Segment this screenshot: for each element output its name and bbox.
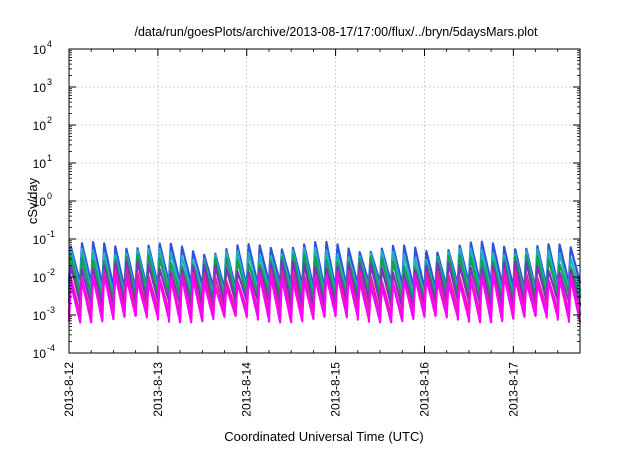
x-tick-label: 2013-8-16 [417,362,431,417]
y-tick-label-base: 10 [33,81,47,95]
y-tick-label-base: 10 [33,195,47,209]
x-tick-label: 2013-8-13 [151,362,165,417]
x-tick-label: 2013-8-14 [240,362,254,417]
y-tick-label-exponent: -4 [47,343,55,353]
ticks [68,48,580,354]
x-tick-label: 2013-8-17 [506,362,520,417]
y-tick-label-base: 10 [33,309,47,323]
y-tick-label-exponent: 2 [47,115,52,125]
y-tick-label-exponent: -2 [47,267,55,277]
y-tick-label-exponent: 3 [47,77,52,87]
y-tick-label-base: 10 [33,347,47,361]
y-axis-title: cSv/day [25,177,40,224]
x-tick-label: 2013-8-12 [62,362,76,417]
series-layer [67,240,582,324]
x-tick-label: 2013-8-15 [329,362,343,417]
y-tick-label-base: 10 [33,43,47,57]
y-tick-label-base: 10 [33,271,47,285]
y-tick-label-exponent: 0 [47,191,52,201]
chart-title: /data/run/goesPlots/archive/2013-08-17/1… [134,25,538,39]
y-tick-label-base: 10 [33,157,47,171]
x-tick-labels: 2013-8-12 2013-8-13 2013-8-14 2013-8-15 2013… [62,362,520,417]
series-line [67,273,582,324]
y-tick-label-base: 10 [33,233,47,247]
y-tick-label-exponent: -1 [47,229,55,239]
y-tick-label-exponent: 4 [47,39,52,49]
y-tick-label-exponent: 1 [47,153,52,163]
y-tick-label-base: 10 [33,119,47,133]
y-tick-label-exponent: -3 [47,305,55,315]
x-axis-title: Coordinated Universal Time (UTC) [224,429,423,444]
